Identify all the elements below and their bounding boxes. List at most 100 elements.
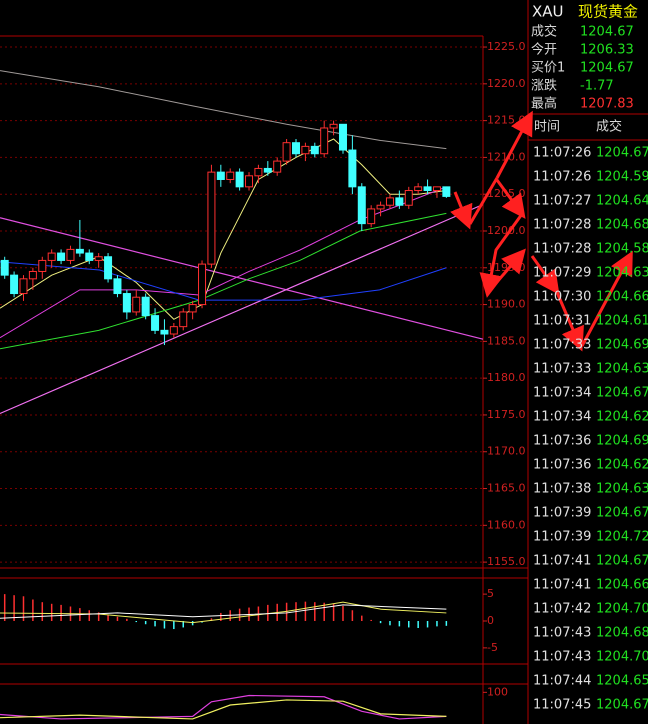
tick-time: 11:07:30 <box>533 290 591 305</box>
tick-price: 1204.68 <box>596 218 648 233</box>
table-header: 成交 <box>596 119 622 135</box>
tick-price: 1204.72 <box>596 530 648 545</box>
indicator-line <box>0 186 447 339</box>
tick-price: 1204.62 <box>596 458 648 473</box>
chart-area: 1225.01220.01215.01210.01205.01200.01195… <box>0 40 526 720</box>
candle-body <box>179 311 188 328</box>
tick-price: 1204.58 <box>596 242 648 257</box>
y-tick-label: 1175.0 <box>487 408 526 421</box>
quote-value: 1204.67 <box>580 25 634 40</box>
candle-body <box>338 123 347 151</box>
tick-time: 11:07:43 <box>533 626 591 641</box>
y-tick-label: 1155.0 <box>487 555 526 568</box>
arrow <box>450 191 473 230</box>
y-tick-label: 1190.0 <box>487 298 526 311</box>
y-tick-label: 5 <box>487 587 494 600</box>
candle-body <box>442 186 451 197</box>
y-tick-label: -5 <box>487 641 498 654</box>
candle-body <box>404 190 413 206</box>
candle-body <box>169 326 178 335</box>
arrow <box>495 179 526 219</box>
arrow <box>495 110 533 179</box>
arrow <box>488 248 526 291</box>
arrow <box>554 289 584 352</box>
candle-body <box>113 278 122 295</box>
tick-price: 1204.67 <box>596 146 648 161</box>
tick-price: 1204.69 <box>596 434 648 449</box>
tick-time: 11:07:33 <box>533 338 591 353</box>
candle-body <box>282 142 291 162</box>
candle-body <box>385 197 394 206</box>
candle-body <box>301 145 310 155</box>
tick-price: 1204.69 <box>596 338 648 353</box>
tick-time: 11:07:26 <box>533 146 591 161</box>
candle-body <box>104 256 113 280</box>
tick-time: 11:07:28 <box>533 242 591 257</box>
annotation-arrows <box>450 110 633 352</box>
quote-value: 1206.33 <box>580 43 634 58</box>
y-tick-label: 1215.0 <box>487 114 526 127</box>
y-tick-label: 0 <box>487 614 494 627</box>
tick-price: 1204.67 <box>596 698 648 713</box>
quote-label: 最高 <box>531 96 557 112</box>
candle-body <box>75 248 84 254</box>
tick-price: 1204.63 <box>596 482 648 497</box>
candle-body <box>310 145 319 155</box>
candle-body <box>57 252 66 261</box>
quote-label: 涨跌 <box>531 78 557 94</box>
quote-label: 成交 <box>531 24 557 40</box>
arrow <box>468 177 499 225</box>
y-tick-label: 1185.0 <box>487 334 526 347</box>
candle-body <box>423 186 432 192</box>
y-tick-label: 1225.0 <box>487 40 526 53</box>
quote-value: 1207.83 <box>580 97 634 112</box>
tick-price: 1204.67 <box>596 554 648 569</box>
tick-time: 11:07:38 <box>533 482 591 497</box>
candle-body <box>235 171 244 188</box>
indicator-line <box>0 261 447 301</box>
tick-time: 11:07:42 <box>533 602 591 617</box>
candle-body <box>254 167 263 177</box>
tick-time: 11:07:41 <box>533 578 591 593</box>
quote-value: -1.77 <box>580 79 614 94</box>
tick-time: 11:07:43 <box>533 650 591 665</box>
candle-body <box>188 304 197 313</box>
quote-label: 买价1 <box>531 61 565 76</box>
tick-time: 11:07:28 <box>533 218 591 233</box>
tick-time: 11:07:39 <box>533 530 591 545</box>
arrow <box>479 213 524 298</box>
tick-time: 11:07:34 <box>533 410 591 425</box>
candle-body <box>38 259 47 272</box>
candle-body <box>348 149 357 188</box>
tick-time: 11:07:44 <box>533 674 591 689</box>
tick-time: 11:07:41 <box>533 554 591 569</box>
tick-time: 11:07:34 <box>533 386 591 401</box>
tick-price: 1204.63 <box>596 266 648 281</box>
indicator-line <box>0 212 447 350</box>
candle-body <box>329 123 338 129</box>
candle-body <box>94 256 103 261</box>
candle-body <box>273 160 282 173</box>
candle-body <box>198 263 207 306</box>
y-tick-label: 1210.0 <box>487 150 526 163</box>
candle-body <box>66 248 75 261</box>
candle-body <box>132 296 141 313</box>
y-tick-label: 1165.0 <box>487 482 526 495</box>
candle-body <box>263 167 272 173</box>
tick-price: 1204.67 <box>596 386 648 401</box>
quote-label: 今开 <box>531 42 557 58</box>
tick-time: 11:07:33 <box>533 362 591 377</box>
tick-time: 11:07:45 <box>533 698 591 713</box>
tick-price: 1204.61 <box>596 314 648 329</box>
candle-body <box>376 204 385 210</box>
candle-body <box>357 186 366 225</box>
candle-body <box>19 278 28 295</box>
candle-body <box>207 171 216 265</box>
tick-price: 1204.63 <box>596 362 648 377</box>
y-tick-label: 1180.0 <box>487 371 526 384</box>
tick-price: 1204.64 <box>596 194 648 209</box>
tick-price: 1204.66 <box>596 578 648 593</box>
tick-price: 1204.70 <box>596 650 648 665</box>
